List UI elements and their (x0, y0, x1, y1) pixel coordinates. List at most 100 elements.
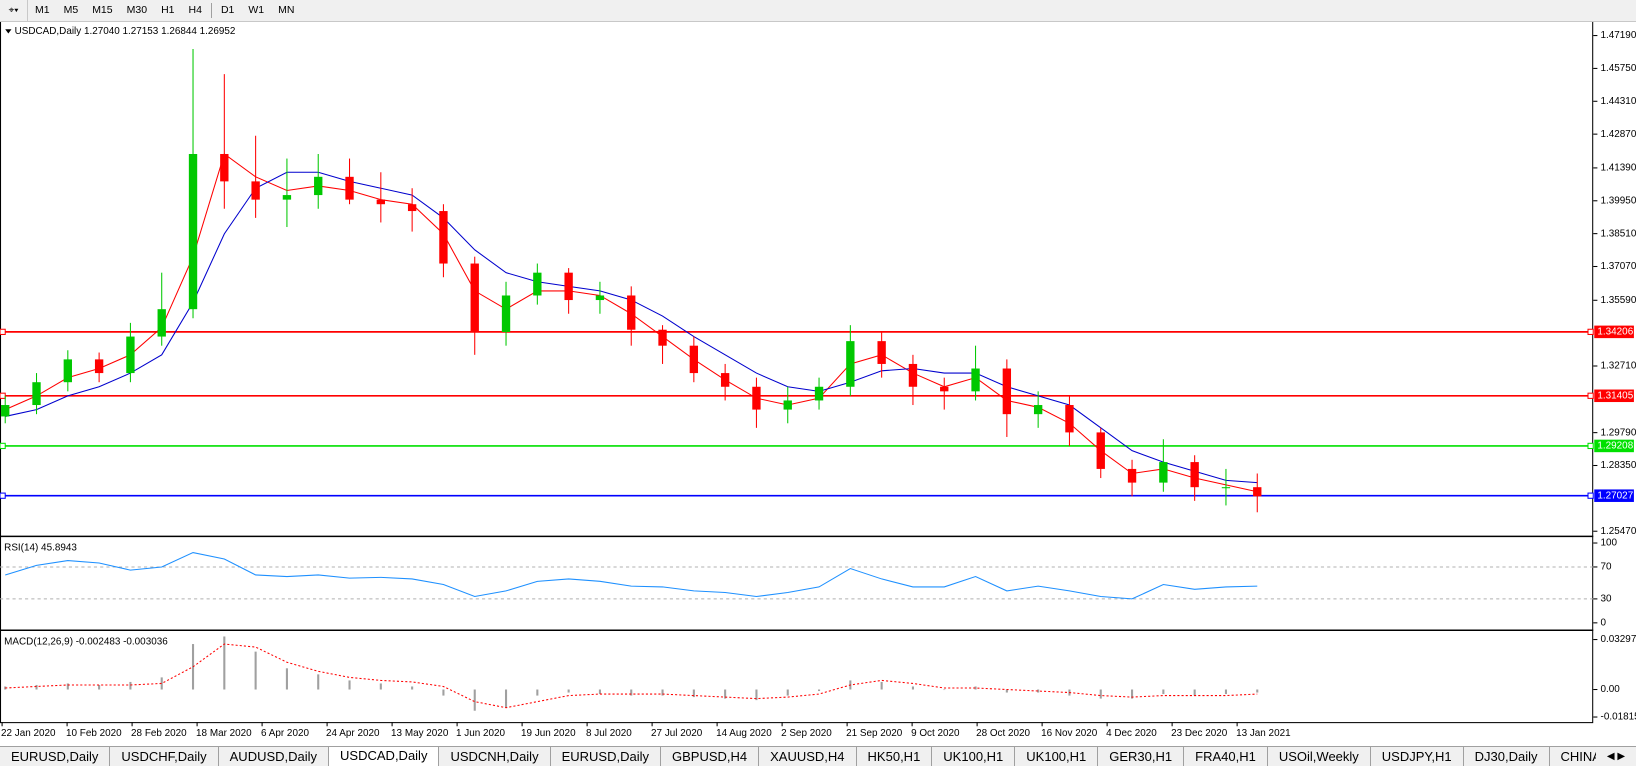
candle-body (971, 368, 980, 392)
candle-body (689, 345, 699, 374)
x-tick-label: 10 Feb 2020 (66, 728, 122, 739)
y-tick-label: 1.25470 (1601, 526, 1636, 537)
macd-histogram-bar (1131, 689, 1134, 699)
candle-body (940, 386, 949, 392)
macd-histogram-bar (598, 689, 601, 695)
chart-tab[interactable]: USOil,Weekly (1268, 747, 1371, 766)
timeframe-button[interactable]: D1 (220, 4, 235, 16)
macd-histogram-bar (943, 689, 946, 691)
timeframe-button[interactable]: W1 (248, 4, 265, 16)
chart-tab[interactable]: GBPUSD,H4 (661, 747, 760, 766)
level-handle (1587, 328, 1594, 335)
macd-histogram-bar (692, 689, 695, 698)
macd-histogram-bar (974, 686, 977, 690)
chart-tab[interactable]: XAUUSD,H4 (759, 747, 857, 766)
macd-histogram-bar (1005, 689, 1008, 693)
candle-body (126, 336, 135, 374)
chart-tab[interactable]: UK100,H1 (932, 747, 1016, 766)
x-tick-label: 13 Jan 2021 (1236, 728, 1291, 739)
macd-histogram-bar (504, 689, 508, 708)
chart-background (0, 20, 1636, 746)
chart-tab[interactable]: USDCNH,Daily (439, 747, 551, 766)
macd-histogram-bar (786, 689, 789, 696)
x-tick-label: 8 Jul 2020 (586, 728, 632, 739)
timeframe-button[interactable]: H4 (188, 4, 202, 16)
macd-histogram-bar (755, 689, 758, 701)
macd-histogram-bar (1256, 689, 1259, 693)
level-handle (1587, 492, 1594, 499)
candle-body (627, 295, 636, 330)
macd-signal-line (5, 643, 1258, 709)
x-tick-label: 18 Mar 2020 (196, 728, 252, 739)
toolbar-icon[interactable]: ⌖▾ (0, 0, 28, 21)
y-tick-label: 1.37070 (1601, 261, 1636, 272)
tab-scroll[interactable]: ◀ ▶ (1596, 747, 1636, 766)
y-tick-label: 0.00 (1601, 684, 1621, 695)
timeframe-button[interactable]: H1 (161, 4, 175, 16)
candle-body (533, 272, 542, 296)
macd-histogram-bar (630, 689, 633, 696)
y-tick-label: 0 (1601, 617, 1607, 628)
chart-tab[interactable]: EURUSD,Daily (551, 747, 661, 766)
candle-body (846, 341, 855, 387)
candle-body (564, 272, 573, 301)
timeframe-button[interactable]: M1 (35, 4, 50, 16)
timeframe-button[interactable]: M5 (63, 4, 79, 16)
chart-tab[interactable]: HK50,H1 (857, 747, 933, 766)
candle-body (439, 211, 448, 264)
candle-body (314, 176, 323, 196)
x-tick-label: 19 Jun 2020 (521, 728, 576, 739)
candle-body (188, 153, 198, 310)
y-tick-label: 30 (1601, 594, 1613, 605)
timeframe-button[interactable]: MN (278, 4, 295, 16)
y-tick-label: 1.28350 (1601, 460, 1636, 471)
timeframe-button[interactable]: M15 (92, 4, 113, 16)
macd-histogram-bar (567, 689, 570, 693)
candle-body (908, 363, 918, 387)
chart-tab[interactable]: FRA40,H1 (1184, 747, 1268, 766)
chart-tab[interactable]: USDJPY,H1 (1371, 747, 1464, 766)
candle-body (783, 400, 792, 410)
chart-tab[interactable]: AUDUSD,Daily (219, 747, 330, 766)
macd-histogram-bar (442, 689, 445, 696)
timeframe-toolbar: ⌖▾ M1 M5 M15 M30 H1 H4 D1 W1 MN (0, 0, 1636, 22)
y-tick-label: 1.44310 (1601, 96, 1636, 107)
timeframe-button[interactable]: M30 (126, 4, 148, 16)
chart-tab[interactable]: USDCAD,Daily (329, 747, 440, 766)
x-tick-label: 28 Oct 2020 (976, 728, 1030, 739)
candle-body (376, 199, 386, 205)
level-price-box (1594, 439, 1634, 453)
chart-tab[interactable]: UK100,H1 (1015, 747, 1099, 766)
macd-histogram-bar (724, 689, 727, 699)
y-tick-label: 70 (1601, 562, 1613, 573)
candle-body (1127, 468, 1137, 483)
x-tick-label: 13 May 2020 (391, 728, 449, 739)
macd-histogram-bar (98, 684, 101, 690)
candle-body (94, 359, 104, 374)
macd-histogram-bar (160, 677, 163, 690)
level-handle (1587, 392, 1594, 399)
chart-tab[interactable]: EURUSD,Daily (0, 747, 111, 766)
level-price-label: 1.34206 (1597, 326, 1633, 337)
macd-histogram-bar (379, 683, 382, 690)
macd-histogram-bar (66, 683, 69, 690)
macd-histogram-bar (223, 636, 226, 690)
candle-body (1159, 462, 1168, 483)
candle-body (658, 329, 667, 346)
chart-tab[interactable]: USDCHF,Daily (110, 747, 219, 766)
level-handle (0, 442, 6, 450)
x-tick-label: 1 Jun 2020 (456, 728, 506, 739)
chart-tab[interactable]: DJ30,Daily (1464, 747, 1550, 766)
y-tick-label: 1.45750 (1601, 63, 1636, 74)
chart-tab[interactable]: GER30,H1 (1098, 747, 1185, 766)
y-tick-label: 0.032972 (1601, 634, 1636, 645)
macd-histogram-bar (1162, 689, 1165, 695)
level-price-label: 1.29208 (1597, 441, 1633, 452)
x-tick-label: 9 Oct 2020 (911, 728, 960, 739)
candle-body (32, 382, 41, 406)
candle-body (752, 386, 761, 410)
level-handle (0, 328, 6, 335)
level-price-label: 1.31405 (1597, 390, 1633, 401)
y-tick-label: -0.018154 (1601, 712, 1636, 723)
